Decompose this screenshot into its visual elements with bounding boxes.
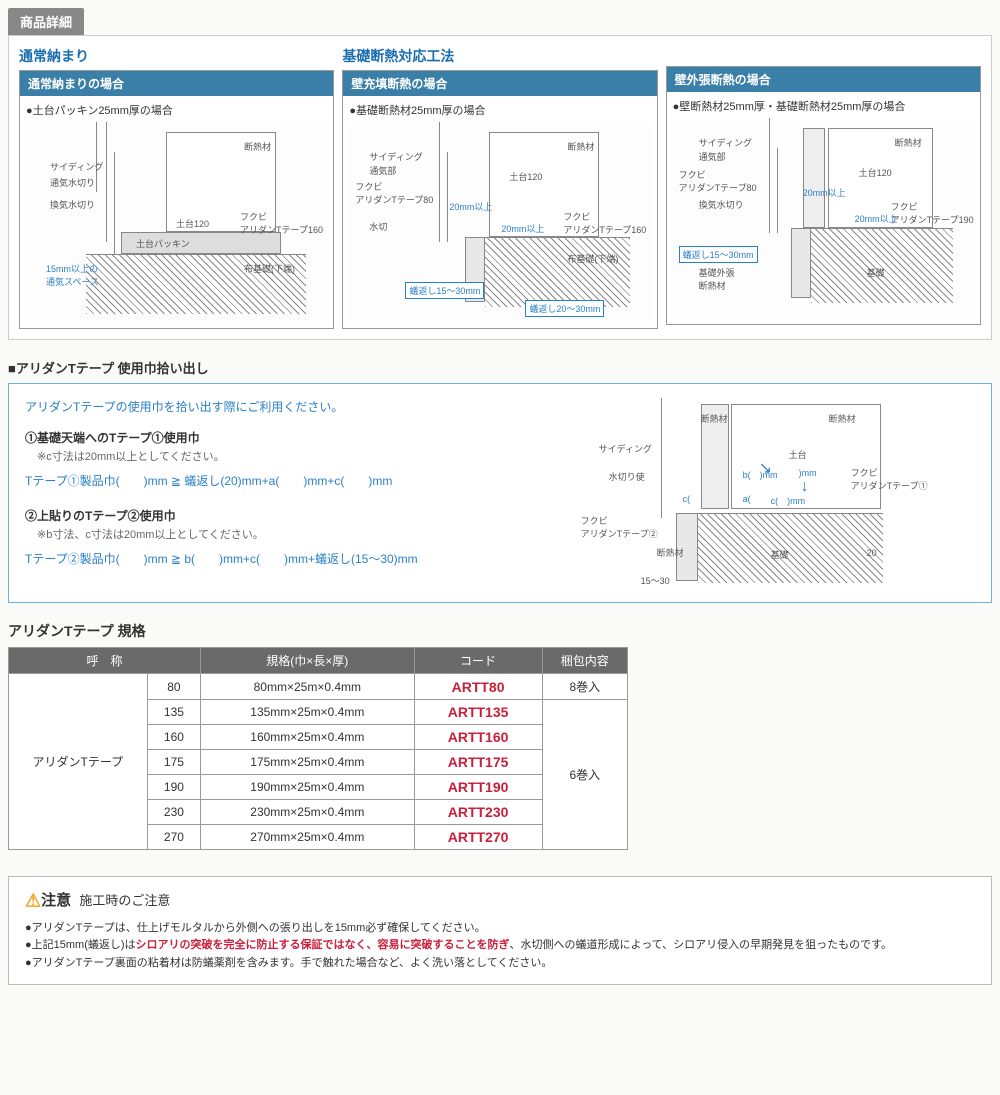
spec-table: 呼 称 規格(巾×長×厚) コード 梱包内容 アリダンTテープ 80 80mm×… [8, 647, 628, 850]
calc1-title: ①基礎天端へのTテープ①使用巾 [25, 429, 551, 446]
caution-title: ⚠注意 施工時のご注意 [25, 889, 975, 912]
calc1-note: ※c寸法は20mm以上としてください。 [25, 448, 551, 464]
col-1: 通常納まり 通常納まりの場合 ●土台パッキン25mm厚の場合 土台120 土台パ… [19, 46, 334, 329]
diagram-3: 土台120 サイディング 通気部 断熱材 フクビ アリダンTテープ80 フクビ … [673, 118, 974, 318]
product-name: アリダンTテープ [9, 674, 148, 850]
bullet-3: ●壁断熱材25mm厚・基礎断熱材25mm厚の場合 [673, 98, 974, 114]
caution-item: ●アリダンTテープは、仕上げモルタルから外側への張り出しを15mm必ず確保してく… [25, 920, 975, 938]
usage-left: アリダンTテープの使用巾を拾い出す際にご利用ください。 ①基礎天端へのTテープ①… [25, 398, 551, 588]
subheader-2: 壁充填断熱の場合 [343, 71, 656, 96]
bullet-2: ●基礎断熱材25mm厚の場合 [349, 102, 650, 118]
panel-1: 通常納まりの場合 ●土台パッキン25mm厚の場合 土台120 土台パッキン サイ… [19, 70, 334, 329]
col-2: 基礎断熱対応工法 壁充填断熱の場合 ●基礎断熱材25mm厚の場合 土台120 サ… [342, 46, 657, 329]
usage-box: アリダンTテープの使用巾を拾い出す際にご利用ください。 ①基礎天端へのTテープ①… [8, 383, 992, 603]
th-code: コード [414, 648, 542, 674]
group-title-1: 通常納まり [19, 46, 334, 66]
calc1-formula: Tテープ①製品巾( )mm ≧ 蟻返し(20)mm+a( )mm+c( )mm [25, 472, 551, 489]
arrow-icon: ↘ [759, 458, 772, 478]
panel-2: 壁充填断熱の場合 ●基礎断熱材25mm厚の場合 土台120 サイディング 通気部… [342, 70, 657, 329]
usage-heading: ■アリダンTテープ 使用巾拾い出し [8, 358, 992, 377]
subheader-3: 壁外張断熱の場合 [667, 67, 980, 92]
calc2-note: ※b寸法、c寸法は20mm以上としてください。 [25, 526, 551, 542]
main-container: 通常納まり 通常納まりの場合 ●土台パッキン25mm厚の場合 土台120 土台パ… [8, 35, 992, 340]
spec-title: アリダンTテープ 規格 [8, 621, 992, 641]
usage-intro: アリダンTテープの使用巾を拾い出す際にご利用ください。 [25, 398, 551, 415]
group-title-2: 基礎断熱対応工法 [342, 46, 657, 66]
table-row: アリダンTテープ 80 80mm×25m×0.4mm ARTT80 8巻入 [9, 674, 628, 700]
caution-list: ●アリダンTテープは、仕上げモルタルから外側への張り出しを15mm必ず確保してく… [25, 920, 975, 973]
diagram-2: 土台120 サイディング 通気部 断熱材 フクビ アリダンTテープ80 フクビ … [349, 122, 650, 322]
calc2-formula: Tテープ②製品巾( )mm ≧ b( )mm+c( )mm+蟻返し(15～30)… [25, 550, 551, 567]
calc2-title: ②上貼りのTテープ②使用巾 [25, 507, 551, 524]
arrow-icon: ↓ [801, 478, 809, 496]
section-tag: 商品詳細 [8, 8, 84, 35]
warning-icon: ⚠ [25, 891, 41, 911]
th-size: 規格(巾×長×厚) [201, 648, 414, 674]
bullet-1: ●土台パッキン25mm厚の場合 [26, 102, 327, 118]
caution-item: ●上記15mm(蟻返し)はシロアリの突破を完全に防止する保証ではなく、容易に突破… [25, 937, 975, 955]
diagram-row: 通常納まり 通常納まりの場合 ●土台パッキン25mm厚の場合 土台120 土台パ… [19, 46, 981, 329]
th-pack: 梱包内容 [542, 648, 627, 674]
col-3: . 壁外張断熱の場合 ●壁断熱材25mm厚・基礎断熱材25mm厚の場合 土台12… [666, 46, 981, 329]
th-name: 呼 称 [9, 648, 201, 674]
caution-box: ⚠注意 施工時のご注意 ●アリダンTテープは、仕上げモルタルから外側への張り出し… [8, 876, 992, 985]
panel-3: 壁外張断熱の場合 ●壁断熱材25mm厚・基礎断熱材25mm厚の場合 土台120 … [666, 66, 981, 325]
diagram-1: 土台120 土台パッキン サイディング 通気水切り 断熱材 換気水切り フクビ … [26, 122, 327, 322]
caution-subtitle: 施工時のご注意 [79, 893, 170, 908]
usage-right-diagram: 土台 サイディング 断熱材 断熱材 フクビ アリダンTテープ① フクビ アリダン… [571, 398, 975, 588]
subheader-1: 通常納まりの場合 [20, 71, 333, 96]
caution-item: ●アリダンTテープ裏面の粘着材は防蟻薬剤を含みます。手で触れた場合など、よく洗い… [25, 955, 975, 973]
